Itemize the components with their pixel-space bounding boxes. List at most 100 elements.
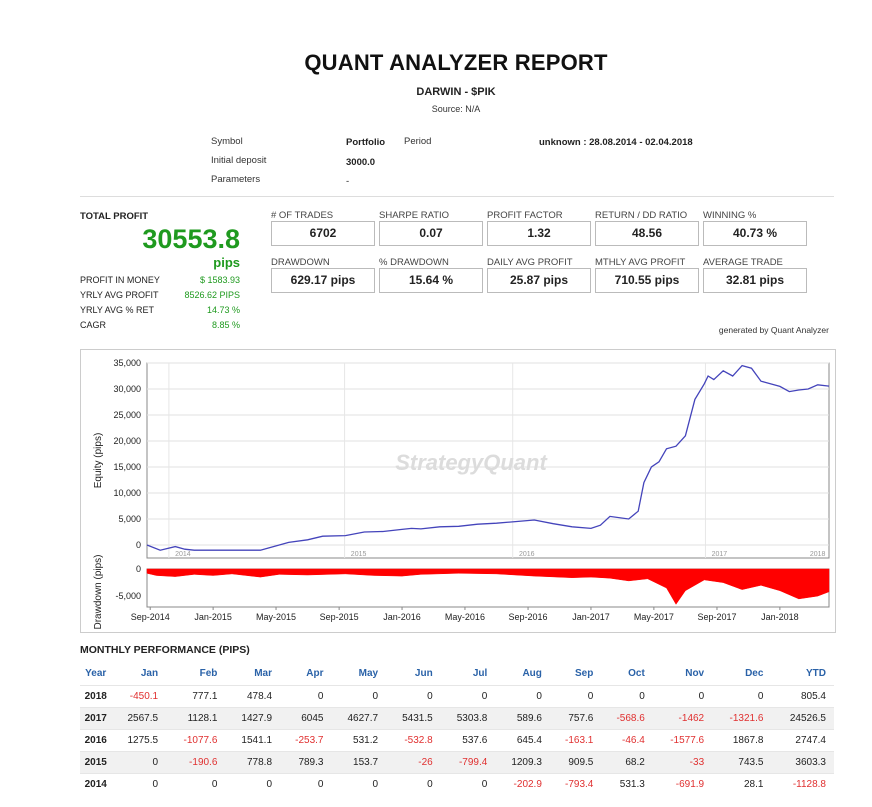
monthly-performance-title: MONTHLY PERFORMANCE (PIPS) — [80, 644, 250, 656]
column-header: Jul — [472, 668, 488, 680]
watermark: StrategyQuant — [395, 450, 548, 475]
month-cell: 0 — [386, 772, 441, 795]
summary-value: 8.85 % — [211, 320, 240, 330]
stat-label-sharpe: SHARPE RATIO — [379, 210, 450, 221]
stat-label-daily-avg: DAILY AVG PROFIT — [487, 257, 573, 268]
month-cell: 1427.9 — [225, 706, 281, 729]
stat-label-trades: # OF TRADES — [271, 210, 334, 221]
summary-row: CAGR 8.85 % — [80, 320, 240, 330]
month-cell: 28.1 — [712, 772, 772, 795]
equity-tick-label: 0 — [136, 540, 141, 550]
month-cell: 778.8 — [225, 750, 281, 773]
month-cell: -190.6 — [166, 750, 226, 773]
year-label: 2016 — [519, 551, 535, 558]
month-cell: 537.6 — [440, 728, 496, 751]
summary-label: YRLY AVG PROFIT — [80, 290, 159, 300]
year-label: 2017 — [712, 551, 728, 558]
month-cell: -163.1 — [549, 728, 602, 751]
month-cell: 0 — [495, 684, 550, 707]
period-label: Period — [404, 136, 432, 147]
equity-tick-label: 15,000 — [113, 462, 141, 472]
month-cell: 24526.5 — [771, 706, 834, 729]
column-header: Year — [85, 668, 107, 680]
month-cell: -253.7 — [280, 728, 332, 751]
month-cell: -568.6 — [601, 706, 653, 729]
month-cell: 1128.1 — [166, 706, 226, 729]
year-label: 2014 — [175, 551, 191, 558]
equity-tick-label: 10,000 — [113, 488, 141, 498]
month-cell: 645.4 — [495, 728, 550, 751]
report-title: QUANT ANALYZER REPORT — [304, 50, 608, 75]
month-cell: -1077.6 — [166, 728, 226, 751]
column-header: Dec — [745, 668, 764, 680]
equity-tick-label: 5,000 — [118, 514, 141, 524]
chart-frame: 35,000 30,000 25,000 20,000 15,000 10,000 5,00… — [80, 349, 836, 633]
month-cell: 1541.1 — [225, 728, 281, 751]
month-cell: 0 — [280, 772, 332, 795]
year-cell: 2014 — [80, 772, 112, 795]
month-cell: 0 — [549, 684, 602, 707]
table-row: 2017 2567.5 1128.1 1427.9 6045 4627.7 5431.5 53… — [80, 706, 834, 729]
month-cell: 0 — [712, 684, 772, 707]
stat-label-winning: WINNING % — [703, 210, 757, 221]
month-cell: 909.5 — [549, 750, 602, 773]
equity-plot-area — [146, 362, 830, 559]
month-cell: 777.1 — [166, 684, 226, 707]
x-tick-label: May-2016 — [445, 612, 485, 622]
stat-value-winning: 40.73 % — [703, 221, 807, 246]
symbol-value: Portfolio — [346, 137, 386, 148]
stat-value-monthly-avg: 710.55 pips — [595, 268, 699, 293]
month-cell: 4627.7 — [331, 706, 387, 729]
column-header: Aug — [522, 668, 542, 680]
equity-axis-title: Equity (pips) — [93, 433, 104, 489]
x-tick-label: Jan-2017 — [572, 612, 610, 622]
month-cell: 153.7 — [331, 750, 387, 773]
generated-by: generated by Quant Analyzer — [718, 325, 829, 335]
month-cell: -1128.8 — [771, 772, 834, 795]
month-cell: -1577.6 — [652, 728, 713, 751]
month-cell: 0 — [386, 684, 441, 707]
monthly-performance-table: Year Jan Feb Mar Apr May Jun Jul Aug Sep Oct Nov Dec… — [80, 663, 834, 795]
month-cell: -46.4 — [601, 728, 653, 751]
month-cell: -691.9 — [652, 772, 713, 795]
column-header: Jun — [414, 668, 433, 680]
year-cell: 2015 — [80, 750, 112, 773]
x-tick-label: Sep-2017 — [697, 612, 736, 622]
month-cell: 531.3 — [601, 772, 653, 795]
table-row: 2016 1275.5 -1077.6 1541.1 -253.7 531.2 -532.8… — [80, 728, 834, 751]
stat-value-return-dd: 48.56 — [595, 221, 699, 246]
summary-label: PROFIT IN MONEY — [80, 275, 160, 285]
summary-label: YRLY AVG % RET — [80, 305, 155, 315]
stat-label-pct-drawdown: % DRAWDOWN — [379, 257, 449, 268]
stat-value-drawdown: 629.17 pips — [271, 268, 375, 293]
month-cell: 478.4 — [225, 684, 281, 707]
report-subtitle: DARWIN - $PIK — [416, 86, 496, 98]
table-row: 2014 0 0 0 0 0 0 0 -202.9 -793.4 531.3 -691.9 28.1 -1… — [80, 772, 834, 795]
table-header-row: Year Jan Feb Mar Apr May Jun Jul Aug Sep Oct Nov Dec… — [80, 663, 834, 685]
month-cell: 68.2 — [601, 750, 653, 773]
column-header: May — [358, 668, 379, 680]
report-source: Source: N/A — [431, 104, 481, 114]
x-tick-label: May-2015 — [256, 612, 296, 622]
equity-drawdown-chart: 35,000 30,000 25,000 20,000 15,000 10,000 5,00… — [93, 358, 830, 630]
month-cell: 0 — [280, 684, 332, 707]
month-cell: 0 — [440, 772, 496, 795]
summary-label: CAGR — [80, 320, 107, 330]
month-cell: 757.6 — [549, 706, 602, 729]
drawdown-axis-title: Drawdown (pips) — [93, 554, 104, 629]
month-cell: -799.4 — [440, 750, 496, 773]
symbol-label: Symbol — [211, 136, 243, 147]
month-cell: -793.4 — [549, 772, 602, 795]
month-cell: 5303.8 — [440, 706, 496, 729]
month-cell: 1275.5 — [111, 728, 167, 751]
period-value: unknown : 28.08.2014 - 02.04.2018 — [539, 137, 693, 148]
month-cell: 789.3 — [280, 750, 332, 773]
month-cell: 0 — [225, 772, 281, 795]
column-header: YTD — [806, 668, 826, 680]
summary-value: 8526.62 PIPS — [184, 290, 240, 300]
stat-value-pct-drawdown: 15.64 % — [379, 268, 483, 293]
stat-value-sharpe: 0.07 — [379, 221, 483, 246]
total-profit-label: TOTAL PROFIT — [80, 211, 149, 222]
info-divider — [80, 196, 834, 197]
x-tick-label: Jan-2015 — [194, 612, 232, 622]
